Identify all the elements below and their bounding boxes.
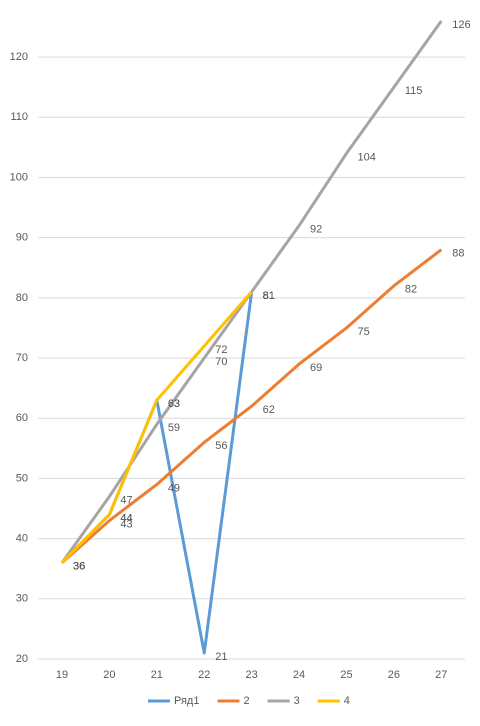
x-tick-label: 24 xyxy=(293,669,305,681)
y-tick-label: 50 xyxy=(16,472,28,484)
data-label: 56 xyxy=(215,440,227,452)
y-tick-label: 120 xyxy=(10,51,28,63)
legend: Ряд1 2 3 4 xyxy=(148,695,350,707)
x-tick-label: 27 xyxy=(435,669,447,681)
data-label: 75 xyxy=(357,326,369,338)
x-tick-label: 26 xyxy=(388,669,400,681)
y-tick-label: 80 xyxy=(16,292,28,304)
x-tick-label: 23 xyxy=(246,669,258,681)
data-label: 36 xyxy=(73,561,85,573)
x-tick-label: 19 xyxy=(56,669,68,681)
series-line xyxy=(60,290,253,564)
data-label: 82 xyxy=(405,284,417,296)
y-tick-label: 110 xyxy=(10,111,28,123)
y-tick-label: 20 xyxy=(16,653,28,665)
data-label: 81 xyxy=(263,290,275,302)
x-tick-label: 22 xyxy=(198,669,210,681)
data-label: 44 xyxy=(120,512,132,524)
data-label: 69 xyxy=(310,362,322,374)
data-label: 62 xyxy=(263,404,275,416)
data-label: 36 xyxy=(73,561,85,573)
legend-label: 4 xyxy=(344,695,350,707)
data-label: 36 xyxy=(73,561,85,573)
data-label: 21 xyxy=(215,651,227,663)
data-label: 88 xyxy=(452,248,464,260)
data-label: 70 xyxy=(215,356,227,368)
data-label: 44 xyxy=(120,512,132,524)
series-line xyxy=(61,248,443,564)
legend-label: 2 xyxy=(243,695,249,707)
x-tick-label: 20 xyxy=(103,669,115,681)
data-label: 104 xyxy=(357,151,375,163)
data-label: 81 xyxy=(263,290,275,302)
data-label: 63 xyxy=(168,398,180,410)
legend-label: Ряд1 xyxy=(174,695,199,707)
data-label: 43 xyxy=(120,518,132,530)
data-label: 36 xyxy=(73,561,85,573)
y-tick-label: 40 xyxy=(16,533,28,545)
y-tick-label: 70 xyxy=(16,352,28,364)
data-label: 126 xyxy=(452,19,470,31)
data-label: 59 xyxy=(168,422,180,434)
x-tick-label: 21 xyxy=(151,669,163,681)
data-label: 92 xyxy=(310,224,322,236)
y-tick-label: 90 xyxy=(16,232,28,244)
data-label: 47 xyxy=(120,494,132,506)
y-tick-label: 30 xyxy=(16,593,28,605)
data-label: 72 xyxy=(215,344,227,356)
legend-label: 3 xyxy=(294,695,300,707)
data-label: 49 xyxy=(168,482,180,494)
series-line xyxy=(60,20,443,564)
data-label: 63 xyxy=(168,398,180,410)
data-label: 81 xyxy=(263,290,275,302)
data-label: 115 xyxy=(405,85,423,97)
y-tick-label: 100 xyxy=(10,171,28,183)
x-tick-label: 25 xyxy=(340,669,352,681)
y-tick-label: 60 xyxy=(16,412,28,424)
